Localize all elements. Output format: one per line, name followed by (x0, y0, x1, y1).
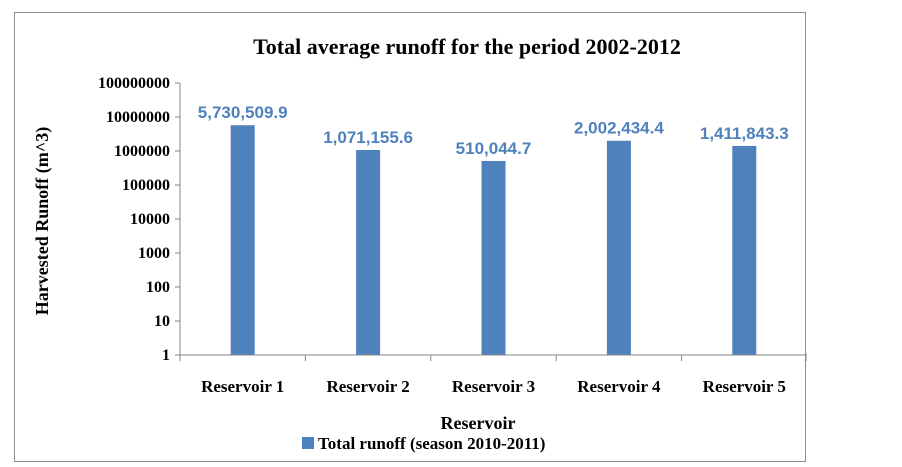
bar (481, 160, 506, 355)
y-tick-labels: 1 10 100 1000 10000 100000 1000000 10000000 1000… (98, 75, 170, 364)
y-tick-label: 100 (146, 279, 170, 296)
data-label: 510,044.7 (456, 139, 532, 158)
legend-label: Total runoff (season 2010-2011) (318, 434, 545, 453)
y-axis-title: Harvested Runoff (m^3) (32, 127, 53, 315)
y-tick-label: 1000 (138, 245, 170, 262)
legend: Total runoff (season 2010-2011) (302, 434, 545, 453)
data-label: 1,411,843.3 (700, 124, 789, 143)
y-tick-label: 100000 (122, 177, 170, 194)
data-label: 2,002,434.4 (574, 119, 664, 138)
y-tick-label: 10000 (130, 211, 170, 228)
category-label: Reservoir 3 (452, 377, 535, 396)
bars (230, 125, 757, 355)
data-labels: 5,730,509.9 1,071,155.6 510,044.7 2,002,434… (198, 103, 789, 158)
y-tick-label: 1000000 (114, 143, 170, 160)
bar (230, 125, 255, 355)
bar (356, 149, 381, 355)
legend-swatch (302, 437, 314, 449)
bar (606, 140, 631, 355)
chart-svg: Total average runoff for the period 2002… (32, 34, 807, 453)
y-tick-label: 10 (154, 313, 170, 330)
category-label: Reservoir 5 (703, 377, 786, 396)
chart-frame: Total average runoff for the period 2002… (14, 12, 807, 462)
category-label: Reservoir 1 (201, 377, 284, 396)
data-label: 1,071,155.6 (323, 128, 413, 147)
y-tick-label: 100000000 (98, 75, 170, 92)
axis-ticks (175, 82, 807, 361)
y-tick-label: 1 (162, 347, 170, 364)
data-label: 5,730,509.9 (198, 103, 288, 122)
chart-title: Total average runoff for the period 2002… (253, 34, 681, 59)
category-label: Reservoir 4 (577, 377, 661, 396)
category-labels: Reservoir 1 Reservoir 2 Reservoir 3 Reservo… (201, 377, 786, 396)
y-tick-label: 10000000 (106, 109, 170, 126)
bar (732, 145, 757, 355)
x-axis-title: Reservoir (441, 413, 516, 433)
category-label: Reservoir 2 (326, 377, 409, 396)
